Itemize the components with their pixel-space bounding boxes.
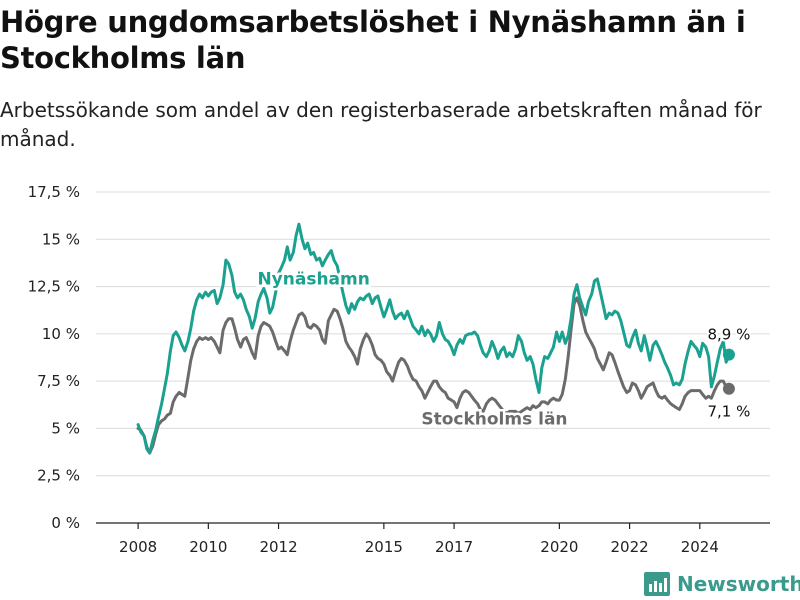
y-tick-label: 17,5 % xyxy=(28,183,80,201)
newsworthy-logo[interactable]: Newsworthy xyxy=(644,570,800,598)
x-tick-label: 2024 xyxy=(681,538,719,556)
x-tick-label: 2022 xyxy=(610,538,648,556)
y-tick-label: 10 % xyxy=(42,325,80,343)
series-label-nynashamn: Nynäshamn xyxy=(257,270,369,290)
end-value-stockholms-lan: 7,1 % xyxy=(707,403,750,421)
end-value-nynashamn: 8,9 % xyxy=(707,326,750,344)
end-point-stockholms-lan xyxy=(722,382,735,395)
y-tick-label: 5 % xyxy=(51,419,80,437)
series-line-nynashamn xyxy=(136,222,731,455)
x-tick-label: 2015 xyxy=(365,538,403,556)
x-tick-label: 2008 xyxy=(119,538,157,556)
x-tick-label: 2020 xyxy=(540,538,578,556)
y-axis-ticks: 0 % 2,5 % 5 % 7,5 % 10 % 12,5 % 15 % 17,5 % xyxy=(28,183,80,532)
y-tick-label: 12,5 % xyxy=(28,278,80,296)
series-label-stockholms-lan: Stockholms län xyxy=(421,410,567,430)
series-lines xyxy=(136,222,735,455)
bar-chart-logo-icon xyxy=(644,572,670,596)
end-point-nynashamn xyxy=(722,348,735,361)
y-tick-label: 0 % xyxy=(51,514,80,532)
y-tick-label: 15 % xyxy=(42,230,80,248)
x-axis: 2008 2010 2012 2015 2017 2020 2022 2024 xyxy=(96,522,770,556)
x-tick-label: 2017 xyxy=(435,538,473,556)
series-labels: Nynäshamn Stockholms län 8,9 % 7,1 % xyxy=(255,267,752,432)
chart-subtitle: Arbetssökande som andel av den registerb… xyxy=(0,98,762,151)
y-tick-label: 7,5 % xyxy=(37,372,80,390)
x-tick-label: 2012 xyxy=(259,538,297,556)
y-tick-label: 2,5 % xyxy=(37,467,80,485)
x-tick-label: 2010 xyxy=(189,538,227,556)
grid-lines xyxy=(96,191,770,477)
brand-name: Newsworthy xyxy=(677,572,800,596)
series-line-stockholms-lan xyxy=(136,296,731,455)
chart-title: Högre ungdomsarbetslöshet i Nynäshamn än… xyxy=(0,5,746,75)
